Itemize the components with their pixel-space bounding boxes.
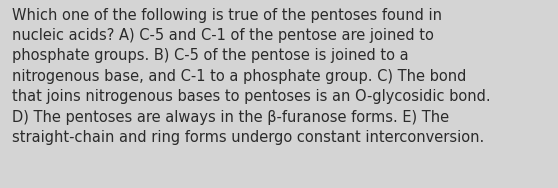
Text: Which one of the following is true of the pentoses found in
nucleic acids? A) C-: Which one of the following is true of th… (12, 8, 491, 145)
